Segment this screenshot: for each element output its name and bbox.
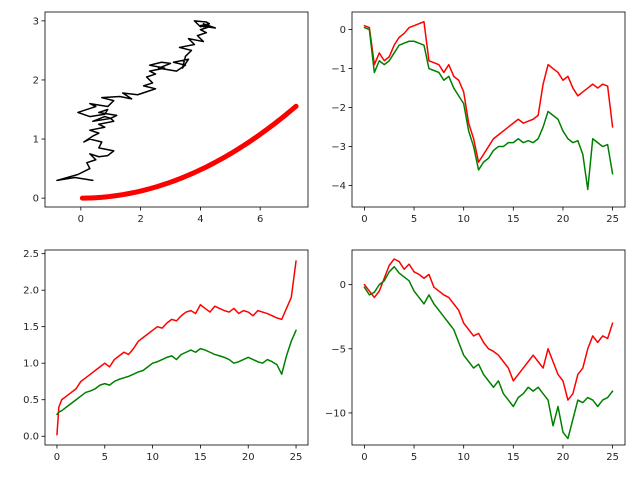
x-tick-label: 10 xyxy=(457,214,470,225)
chart-3: 0 5 10 15 20 25 0.0 0.5 1.0 1.5 2.0 2.5 xyxy=(23,249,309,463)
x-tick-label: 0 xyxy=(361,452,367,463)
x-tick-label: 25 xyxy=(606,214,619,225)
y-tick-label: 2 xyxy=(33,75,39,86)
x-tick-label: 15 xyxy=(507,452,520,463)
x-tick-label: 0 xyxy=(54,452,60,463)
y-tick-label: −1 xyxy=(331,64,346,75)
x-tick-label: 20 xyxy=(557,452,570,463)
x-tick-label: 5 xyxy=(411,452,417,463)
y-tick-label: 0.5 xyxy=(23,395,39,406)
y-tick-label: −10 xyxy=(325,408,346,419)
x-tick-label: 2 xyxy=(137,214,143,225)
x-tick-label: 10 xyxy=(146,452,159,463)
series-red xyxy=(56,260,297,436)
x-tick-label: 20 xyxy=(242,452,255,463)
series-red xyxy=(363,21,614,163)
x-tick-label: 0 xyxy=(78,214,84,225)
chart-2: 0 5 10 15 20 25 0 −1 −2 −3 −4 xyxy=(331,11,626,225)
x-tick-label: 6 xyxy=(257,214,263,225)
series-green xyxy=(56,329,297,416)
x-tick-label: 25 xyxy=(290,452,303,463)
plot-area xyxy=(363,258,614,440)
axes-frame xyxy=(351,249,626,446)
x-tick-label: 25 xyxy=(606,452,619,463)
plot-area xyxy=(363,21,614,191)
plot-area xyxy=(56,20,299,201)
axes-frame xyxy=(44,249,309,446)
series-green xyxy=(363,265,614,440)
chart-1: 0 2 4 6 0 1 2 3 xyxy=(33,11,309,225)
series-red xyxy=(363,258,614,401)
series-red-curve xyxy=(79,103,299,201)
axes-frame xyxy=(351,11,626,208)
y-tick-label: 0 xyxy=(340,280,346,291)
y-tick-label: −5 xyxy=(331,344,346,355)
x-tick-label: 15 xyxy=(507,214,520,225)
x-tick-label: 20 xyxy=(557,214,570,225)
chart-4: 0 5 10 15 20 25 0 −5 −10 xyxy=(325,249,626,463)
x-tick-label: 15 xyxy=(194,452,207,463)
axes-frame xyxy=(44,11,309,208)
y-tick-label: 0 xyxy=(340,25,346,36)
x-tick-label: 5 xyxy=(411,214,417,225)
y-tick-label: 2.0 xyxy=(23,286,39,297)
y-tick-label: −2 xyxy=(331,103,346,114)
x-tick-label: 0 xyxy=(361,214,367,225)
series-black-walk xyxy=(56,20,217,182)
y-tick-label: 1 xyxy=(33,135,39,146)
y-tick-label: −4 xyxy=(331,181,346,192)
x-tick-label: 4 xyxy=(197,214,203,225)
plot-area xyxy=(56,260,297,436)
series-green xyxy=(363,26,614,191)
y-tick-label: −3 xyxy=(331,142,346,153)
y-tick-label: 0.0 xyxy=(23,432,39,443)
y-tick-label: 1.5 xyxy=(23,322,39,333)
y-tick-label: 0 xyxy=(33,194,39,205)
y-tick-label: 1.0 xyxy=(23,359,39,370)
y-tick-label: 3 xyxy=(33,16,39,27)
y-tick-label: 2.5 xyxy=(23,249,39,260)
x-tick-label: 5 xyxy=(102,452,108,463)
x-tick-label: 10 xyxy=(457,452,470,463)
